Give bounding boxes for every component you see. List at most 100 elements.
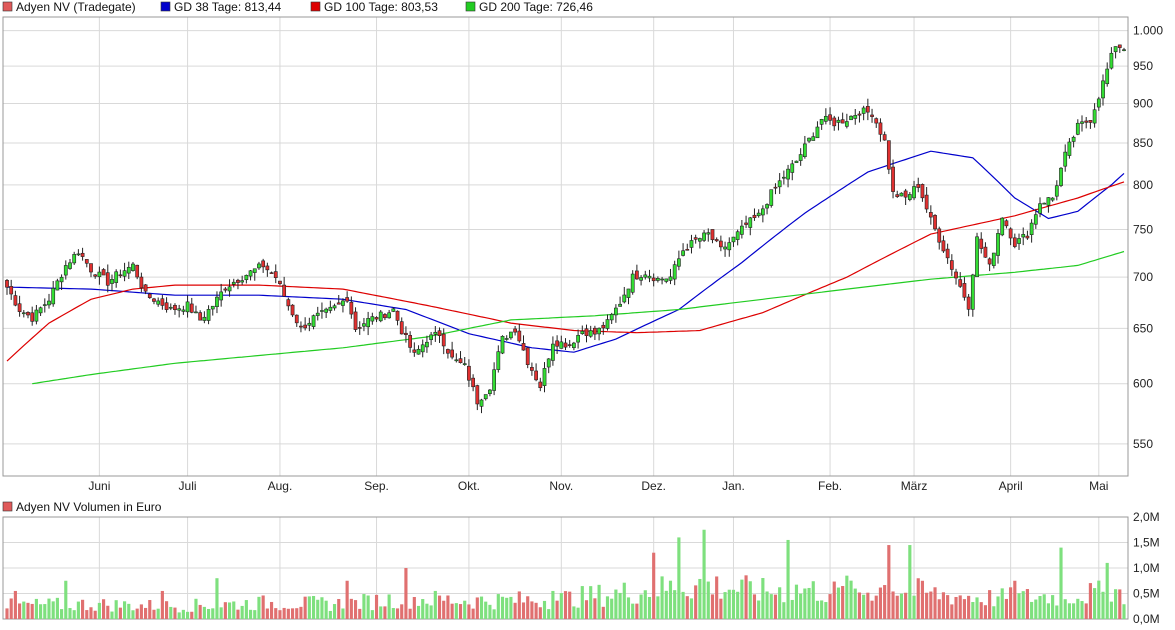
volume-bar [799,593,803,619]
volume-bar [1030,601,1034,619]
volume-bar [488,604,492,619]
candle [504,338,509,340]
volume-bar [307,596,311,619]
candle [55,280,60,291]
candle [223,288,228,291]
volume-bar [97,602,101,619]
volume-bar [1009,587,1013,619]
candle [437,330,442,336]
candle [773,186,778,189]
volume-bars [5,529,1126,619]
x-tick-label: Mai [1089,479,1108,493]
candle [215,296,219,308]
volume-bar [828,594,832,619]
volume-bar [51,601,55,619]
candle [147,293,152,298]
candle [819,119,824,125]
candles [5,44,1126,414]
volume-bar [647,596,652,619]
volume-bar [1051,595,1055,619]
candle [807,137,811,142]
volume-bar [904,592,908,619]
volume-bar [185,611,190,619]
volume-bar [635,603,639,619]
volume-bar [450,603,454,619]
candle [173,305,177,311]
candle [1017,238,1021,244]
candle [244,274,249,281]
volume-bar [988,590,992,619]
volume-bar [547,609,551,619]
volume-bar [475,597,479,619]
x-tick-label: Sep. [364,479,389,493]
candle [534,370,538,381]
candle [370,316,375,322]
volume-bar [765,591,769,619]
candle [341,300,345,306]
candle [89,263,93,273]
volume-bar [223,602,227,619]
candle [1033,214,1038,225]
x-tick-label: Feb. [818,479,842,493]
volume-bar [673,590,677,619]
candle [21,312,26,315]
candle [584,328,589,336]
candle [416,348,421,355]
volume-bar [30,603,34,619]
volume-bar [568,591,572,619]
candle [853,115,858,119]
volume-bar [849,580,853,619]
candle [987,258,992,265]
candle [538,381,543,389]
volume-bar [257,596,261,619]
candle [122,270,127,277]
volume-bar [5,608,9,619]
candle [832,117,837,127]
volume-bar [576,607,580,619]
candle [672,264,677,280]
volume-bar [118,607,122,619]
candle [744,222,748,225]
candle [231,281,236,285]
candle [248,270,253,277]
volume-bar [622,582,626,619]
candle [1088,120,1093,123]
volume-bar [626,597,631,619]
candle [882,134,887,141]
candle [567,344,572,346]
volume-bar [962,599,967,619]
candle [290,304,295,316]
candle [391,308,396,312]
candle [320,310,324,312]
candle [513,328,517,333]
volume-bar [123,601,127,619]
candle [962,283,967,298]
candle [622,294,627,303]
candle [899,192,904,197]
volume-bar [954,596,958,619]
volume-bar [458,604,463,619]
candle [660,278,664,281]
candle [185,301,190,313]
volume-bar [379,606,383,619]
volume-bar [1072,603,1076,619]
volume-bar [152,609,156,619]
volume-bar [265,608,269,619]
volume-legend: Adyen NV Volumen in Euro [2,500,162,514]
candle [336,302,341,305]
volume-bar [752,594,757,619]
volume-bar [358,608,362,619]
candle [706,232,711,235]
candle [357,327,362,329]
volume-bar [685,596,689,619]
volume-bar [85,610,89,619]
volume-bar [383,606,387,619]
candle [727,242,732,251]
candle [572,342,576,349]
candle [227,286,232,292]
volume-bar [194,598,198,619]
volume-bar [702,529,706,619]
volume-bar [534,602,538,619]
volume-tick-label: 0,5M [1133,587,1160,601]
